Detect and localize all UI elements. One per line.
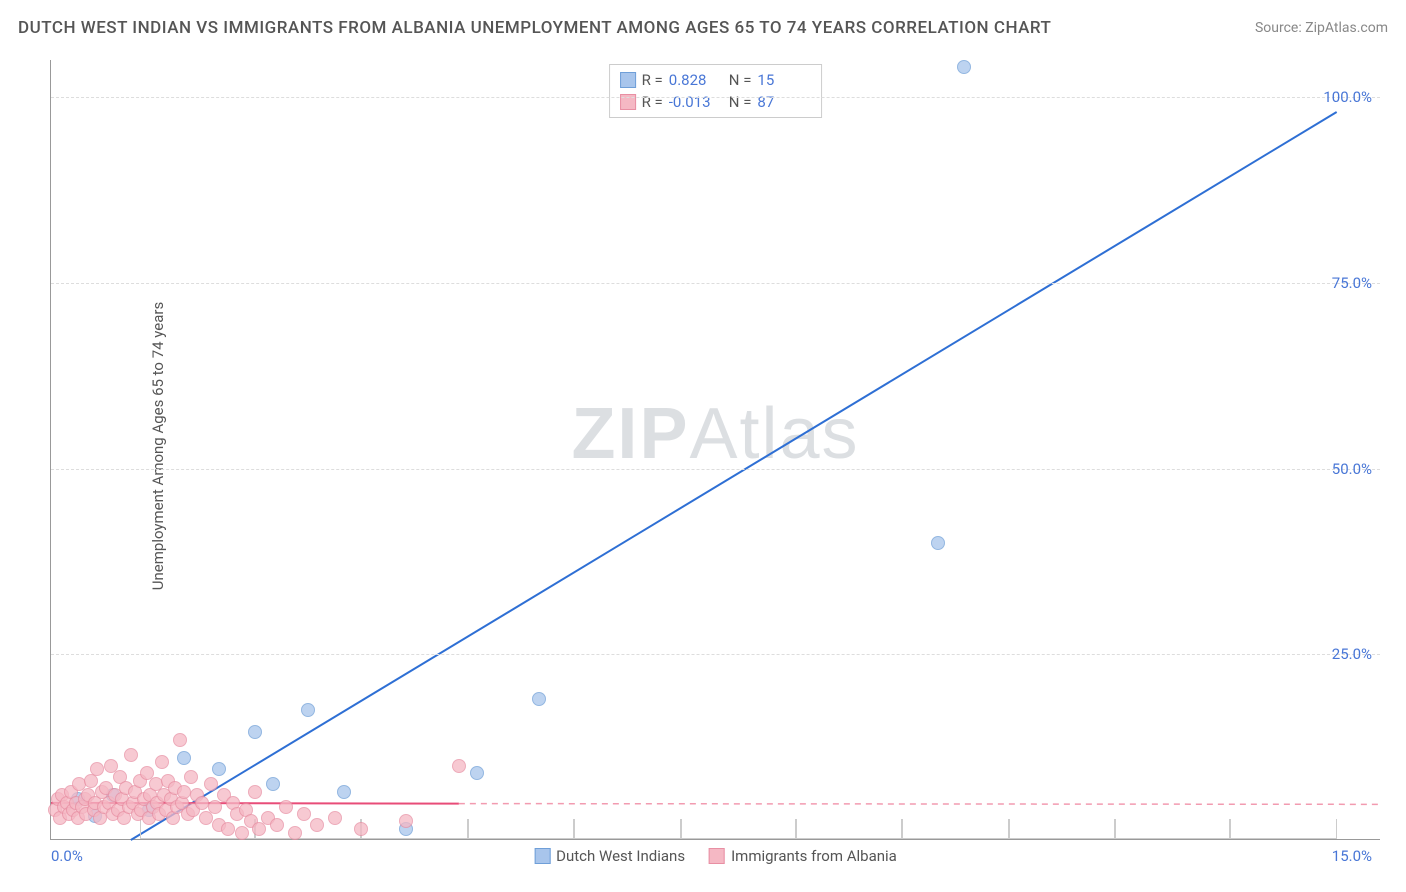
gridline (51, 97, 1380, 98)
legend-item: Dutch West Indians (534, 847, 685, 865)
y-tick-label: 50.0% (1332, 460, 1372, 478)
data-point (470, 766, 484, 780)
r-label: R = (642, 93, 663, 111)
source-label: Source: ZipAtlas.com (1255, 20, 1388, 36)
plot-area: ZIPAtlas R =0.828N =15R =-0.013N =87 Dut… (50, 60, 1380, 840)
data-point (279, 800, 293, 814)
chart-title: DUTCH WEST INDIAN VS IMMIGRANTS FROM ALB… (18, 18, 1051, 38)
data-point (337, 785, 351, 799)
x-tick-cell (361, 819, 467, 839)
data-point (354, 822, 368, 836)
data-point (310, 818, 324, 832)
x-axis-min-label: 0.0% (51, 847, 83, 865)
data-point (328, 811, 342, 825)
x-axis-max-label: 15.0% (1332, 847, 1372, 865)
x-tick-cell (1115, 819, 1230, 839)
data-point (452, 759, 466, 773)
data-point (248, 725, 262, 739)
data-point (212, 762, 226, 776)
r-value: -0.013 (669, 93, 723, 111)
data-point (248, 785, 262, 799)
data-point (195, 796, 209, 810)
legend-item: Immigrants from Albania (709, 847, 897, 865)
n-label: N = (729, 71, 752, 89)
data-point (957, 60, 971, 74)
r-label: R = (642, 71, 663, 89)
data-point (288, 826, 302, 840)
data-point (124, 748, 138, 762)
data-point (266, 777, 280, 791)
series-legend: Dutch West Indians Immigrants from Albani… (534, 847, 897, 865)
legend-swatch (620, 72, 636, 88)
data-point (399, 814, 413, 828)
data-point (155, 755, 169, 769)
y-tick-label: 25.0% (1332, 645, 1372, 663)
r-value: 0.828 (669, 71, 723, 89)
gridline (51, 469, 1380, 470)
data-point (931, 536, 945, 550)
stats-row: R = -0.013 N = 87 (620, 91, 812, 113)
stats-row: R = 0.828 N = 15 (620, 69, 812, 91)
data-point (297, 807, 311, 821)
data-point (204, 777, 218, 791)
data-point (301, 703, 315, 717)
legend-label: Dutch West Indians (556, 847, 685, 865)
y-tick-label: 75.0% (1332, 274, 1372, 292)
x-tick-cell (681, 819, 796, 839)
gridline (51, 283, 1380, 284)
data-point (221, 822, 235, 836)
data-point (173, 733, 187, 747)
stats-legend: R = 0.828 N = 15 R = -0.013 N = 87 (609, 64, 823, 118)
n-value: 15 (757, 71, 811, 89)
trend-lines (51, 60, 1380, 839)
data-point (270, 818, 284, 832)
legend-swatch (709, 848, 725, 864)
x-tick-cell (574, 819, 680, 839)
n-value: 87 (757, 93, 811, 111)
x-tick-cell (1009, 819, 1115, 839)
gridline (51, 654, 1380, 655)
watermark: ZIPAtlas (571, 393, 859, 475)
legend-label: Immigrants from Albania (731, 847, 897, 865)
n-label: N = (729, 93, 752, 111)
x-tick-cell (1230, 819, 1336, 839)
x-tick-cell (796, 819, 902, 839)
x-tick-cell (902, 819, 1008, 839)
data-point (177, 785, 191, 799)
data-point (90, 762, 104, 776)
data-point (532, 692, 546, 706)
title-bar: DUTCH WEST INDIAN VS IMMIGRANTS FROM ALB… (18, 18, 1388, 38)
legend-swatch (534, 848, 550, 864)
data-point (184, 770, 198, 784)
data-point (177, 751, 191, 765)
x-tick-cell (468, 819, 574, 839)
y-tick-label: 100.0% (1323, 88, 1372, 106)
